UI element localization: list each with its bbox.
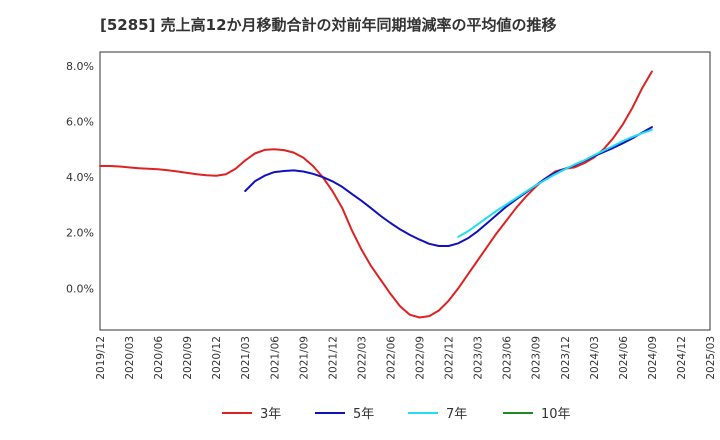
y-tick-label: 2.0% [66, 227, 94, 240]
series-lines [99, 70, 653, 319]
x-tick-label: 2022/09 [415, 336, 427, 380]
x-tick-label: 2024/12 [676, 336, 688, 380]
legend-label: 7年 [446, 407, 467, 422]
x-tick-label: 2024/06 [618, 336, 630, 380]
y-tick-label: 8.0% [66, 60, 94, 73]
legend-label: 10年 [541, 407, 571, 422]
x-tick-label: 2022/06 [385, 336, 397, 380]
x-tick-label: 2021/12 [327, 336, 339, 380]
y-tick-label: 0.0% [66, 282, 94, 295]
y-tick-label: 4.0% [66, 171, 94, 184]
legend-label: 5年 [353, 407, 374, 422]
y-tick-label: 6.0% [66, 116, 94, 129]
x-tick-label: 2024/03 [589, 336, 601, 380]
legend: 3年 5年 7年 10年 [222, 407, 571, 422]
x-tick-label: 2021/03 [240, 336, 252, 380]
series-line [457, 128, 653, 238]
x-tick-label: 2021/06 [269, 336, 281, 380]
x-tick-label: 2023/03 [473, 336, 485, 380]
x-tick-label: 2020/12 [211, 336, 223, 380]
legend-label: 3年 [260, 407, 281, 422]
x-tick-label: 2020/06 [153, 336, 165, 380]
x-tick-label: 2022/03 [356, 336, 368, 380]
axes: 0.0% 2.0% 4.0% 6.0% 8.0% 2019/12 2020/03 2020/0… [66, 51, 717, 380]
x-tick-label: 2023/09 [531, 336, 543, 380]
x-tick-label: 2020/03 [124, 336, 136, 380]
x-tick-label: 2025/03 [705, 336, 717, 380]
x-tick-label: 2019/12 [95, 336, 107, 380]
x-tick-label: 2020/09 [182, 336, 194, 380]
x-tick-label: 2021/09 [298, 336, 310, 380]
x-tick-label: 2022/12 [444, 336, 456, 380]
chart-title: [5285] 売上高12か月移動合計の対前年同期増減率の平均値の推移 [100, 16, 557, 34]
x-tick-label: 2023/06 [502, 336, 514, 380]
x-tick-label: 2023/12 [560, 336, 572, 380]
plot-frame [99, 51, 711, 331]
x-tick-label: 2024/09 [647, 336, 659, 380]
